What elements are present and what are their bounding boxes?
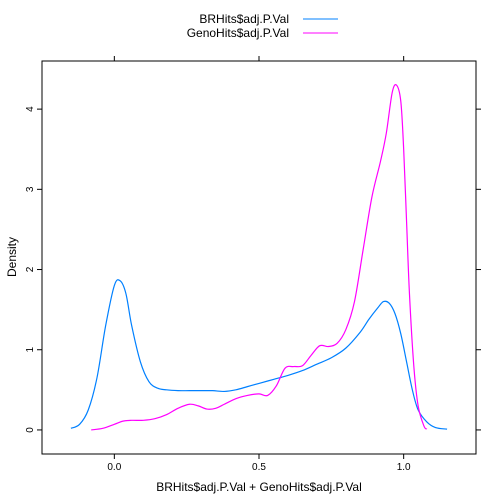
- series-layer: [70, 84, 448, 431]
- x-tick-label: 0.0: [107, 462, 121, 473]
- density-line-series-1: [91, 84, 428, 431]
- plot-frame: [41, 60, 477, 455]
- x-tick-label: 0.5: [252, 462, 266, 473]
- legend: BRHits$adj.P.Val GenoHits$adj.P.Val: [187, 12, 338, 40]
- y-axis-label: Density: [5, 237, 19, 277]
- y-axis: 0 1 2 3 4: [25, 106, 481, 433]
- y-tick-label: 2: [25, 266, 36, 272]
- y-tick-label: 3: [25, 186, 36, 192]
- x-axis: 0.0 0.5 1.0: [107, 56, 411, 473]
- density-line-series-0: [70, 279, 448, 430]
- x-axis-label: BRHits$adj.P.Val + GenoHits$adj.P.Val: [156, 480, 362, 494]
- y-tick-label: 4: [25, 106, 36, 112]
- x-tick-label: 1.0: [397, 462, 411, 473]
- legend-label-series-0: BRHits$adj.P.Val: [199, 12, 289, 26]
- legend-label-series-1: GenoHits$adj.P.Val: [187, 26, 289, 40]
- y-tick-label: 0: [25, 427, 36, 433]
- y-tick-label: 1: [25, 347, 36, 353]
